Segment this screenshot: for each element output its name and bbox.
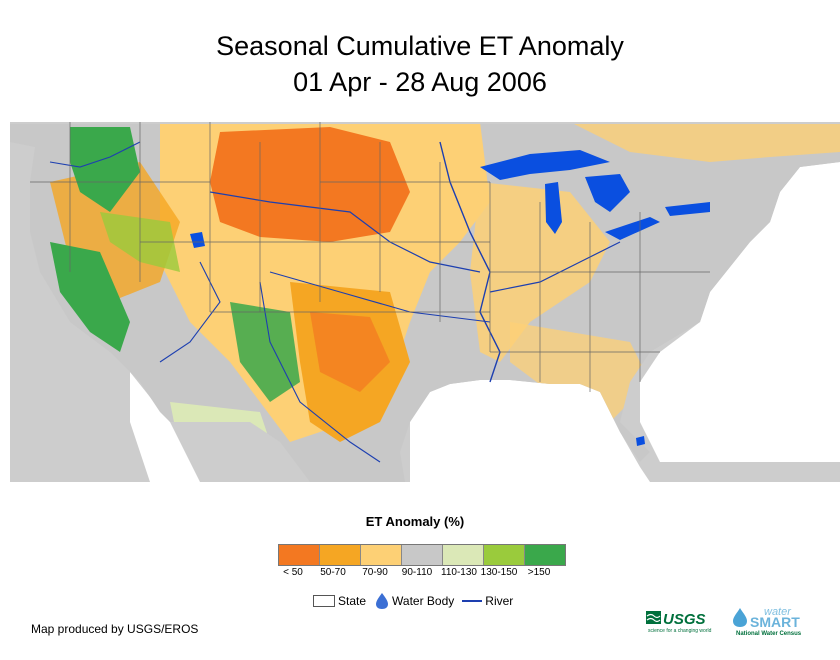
watersmart-smart-word: SMART xyxy=(750,614,800,630)
legend-water-label: Water Body xyxy=(392,594,455,608)
overlay-legend: State Water Body River xyxy=(313,592,521,610)
legend-water-body: Water Body xyxy=(374,592,454,610)
title-line-2: 01 Apr - 28 Aug 2006 xyxy=(293,67,547,97)
river-rio-grande xyxy=(259,281,381,463)
legend-labels: < 50 50-70 70-90 90-110 110-130 130-150 … xyxy=(268,567,578,581)
legend-label-90-110: 90-110 xyxy=(401,567,433,578)
lake-michigan xyxy=(545,182,562,234)
legend-label-110-130: 110-130 xyxy=(441,567,477,578)
legend-label-above-150: >150 xyxy=(527,567,551,578)
usgs-logo: USGS science for a changing world xyxy=(646,611,712,634)
swatch-below-50 xyxy=(279,545,319,565)
water-drop-icon xyxy=(376,593,389,609)
legend-river-label: River xyxy=(485,594,514,608)
swatch-50-70 xyxy=(319,545,360,565)
legend-title: ET Anomaly (%) xyxy=(365,514,465,529)
swatch-130-150 xyxy=(483,545,524,565)
river-arkansas xyxy=(269,271,491,323)
et-anomaly-map xyxy=(10,122,840,482)
lake-erie xyxy=(605,217,660,240)
lake-superior xyxy=(480,150,610,180)
watersmart-logo: water SMART National Water Census xyxy=(733,606,802,637)
ocean-gulf xyxy=(410,380,650,482)
swatch-90-110 xyxy=(401,545,442,565)
swatch-above-150 xyxy=(524,545,565,565)
lake-ontario xyxy=(665,202,710,216)
ocean-pacific-south xyxy=(130,372,200,482)
state-outline-icon xyxy=(313,595,335,607)
watersmart-census: National Water Census xyxy=(736,631,802,637)
usgs-tagline: science for a changing world xyxy=(648,628,712,634)
lake-huron xyxy=(585,174,630,212)
legend-label-below-50: < 50 xyxy=(283,567,303,578)
legend-label-130-150: 130-150 xyxy=(480,567,518,578)
river-line-icon xyxy=(462,600,483,602)
swatch-110-130 xyxy=(442,545,483,565)
lake-okeechobee xyxy=(636,436,645,446)
state-borders xyxy=(30,122,710,392)
legend-color-bar xyxy=(278,544,566,566)
legend-state-label: State xyxy=(338,594,367,608)
zone-above-150-pacific-nw xyxy=(70,127,140,212)
zone-70-90-southeast xyxy=(510,322,650,422)
ocean-atlantic xyxy=(640,162,840,462)
watersmart-drop-icon xyxy=(733,608,747,627)
legend-state: State xyxy=(313,594,366,608)
swatch-70-90 xyxy=(360,545,401,565)
great-salt-lake xyxy=(190,232,205,248)
zone-above-150-southwest xyxy=(230,302,300,402)
legend-label-50-70: 50-70 xyxy=(320,567,346,578)
river-columbia xyxy=(49,141,141,168)
zone-below-50-southplains xyxy=(310,312,390,392)
map-title: Seasonal Cumulative ET Anomaly 01 Apr - … xyxy=(0,28,840,100)
zone-70-90-north xyxy=(570,124,840,162)
watersmart-water-word: water xyxy=(764,606,792,618)
title-line-1: Seasonal Cumulative ET Anomaly xyxy=(216,31,624,61)
usgs-wordmark: USGS xyxy=(663,611,706,628)
legend-label-70-90: 70-90 xyxy=(362,567,388,578)
legend-river: River xyxy=(462,594,513,608)
map-credit: Map produced by USGS/EROS xyxy=(31,622,199,636)
